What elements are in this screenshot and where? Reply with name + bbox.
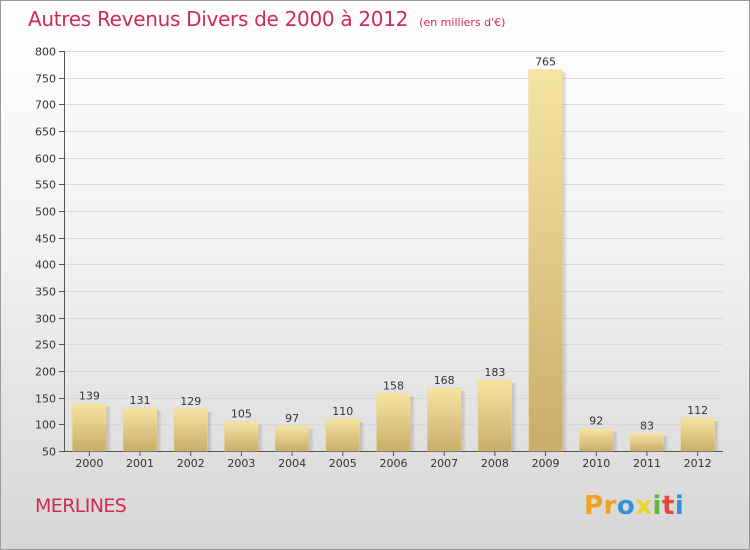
x-tick-label-2004: 2004	[278, 457, 306, 470]
y-tick-label: 250	[35, 339, 56, 352]
x-tick-label-2011: 2011	[633, 457, 661, 470]
logo-letter: i	[674, 491, 685, 521]
bar-shadow	[714, 420, 720, 451]
proxiti-logo: Proxiti	[584, 491, 684, 521]
bar-shadow	[207, 411, 213, 451]
chart-subtitle: (en milliers d'€)	[419, 16, 506, 29]
data-label-2002: 129	[180, 395, 201, 408]
bar-shadow	[663, 436, 669, 451]
y-tick-label: 750	[35, 73, 56, 86]
bar-2004	[274, 425, 310, 452]
data-label-2011: 83	[640, 419, 654, 432]
y-tick-label: 450	[35, 233, 56, 246]
bar-2005	[325, 418, 361, 452]
bar-2003	[224, 421, 259, 452]
x-tick-label-2002: 2002	[177, 457, 205, 470]
bar-shadow	[359, 422, 365, 451]
x-tick-label-2012: 2012	[684, 457, 712, 470]
bar-shadow	[106, 406, 112, 451]
data-label-2008: 183	[484, 366, 505, 379]
data-label-2003: 105	[231, 408, 252, 421]
x-tick-label-2000: 2000	[75, 457, 103, 470]
y-tick-label: 350	[35, 286, 56, 299]
x-tick-label-2009: 2009	[532, 457, 560, 470]
y-tick-label: 150	[35, 393, 56, 406]
data-label-2009: 765	[535, 56, 556, 69]
bar-2010	[579, 428, 614, 452]
bar-2001	[122, 407, 158, 452]
bar-2007	[426, 387, 462, 452]
logo-letter: t	[661, 491, 675, 521]
data-label-2004: 97	[285, 412, 299, 425]
y-tick-label: 800	[35, 46, 56, 59]
logo-letter: r	[603, 491, 617, 521]
x-tick-label-2001: 2001	[126, 457, 154, 470]
bar-2008	[477, 379, 513, 452]
logo-letter: i	[652, 491, 662, 521]
y-tick-label: 550	[35, 179, 56, 192]
data-label-2010: 92	[589, 415, 603, 428]
data-label-2001: 131	[130, 394, 151, 407]
y-tick-label: 500	[35, 206, 56, 219]
x-tick-label-2006: 2006	[380, 457, 408, 470]
bar-2000	[72, 403, 107, 452]
bar-2009	[528, 69, 563, 452]
data-label-2006: 158	[383, 379, 404, 392]
y-tick-label: 50	[42, 446, 56, 459]
y-tick-label: 300	[35, 313, 56, 326]
y-tick-label: 100	[35, 419, 56, 432]
y-tick-label: 600	[35, 153, 56, 166]
bar-shadow	[511, 383, 517, 451]
y-tick-label: 200	[35, 366, 56, 379]
y-tick-label: 700	[35, 99, 56, 112]
x-tick-label-2003: 2003	[227, 457, 255, 470]
logo-letter: o	[616, 491, 636, 521]
data-label-2000: 139	[79, 390, 100, 403]
logo-letter: P	[584, 491, 604, 521]
y-tick-label: 650	[35, 126, 56, 139]
x-tick-label-2010: 2010	[582, 457, 610, 470]
bar-shadow	[613, 431, 619, 451]
data-label-2012: 112	[687, 404, 708, 417]
bar-2006	[376, 393, 411, 452]
x-tick-label-2008: 2008	[481, 457, 509, 470]
bar-2011	[629, 433, 665, 452]
bar-shadow	[461, 391, 467, 451]
bar-shadow	[258, 424, 264, 451]
bar-shadow	[562, 72, 568, 452]
x-tick-label-2007: 2007	[430, 457, 458, 470]
logo-letter: x	[635, 491, 653, 521]
bar-shadow	[157, 410, 163, 451]
chart-header: Autres Revenus Divers de 2000 à 2012 (en…	[28, 7, 505, 31]
x-tick-label-2005: 2005	[329, 457, 357, 470]
bar-shadow	[309, 428, 315, 451]
town-name: MERLINES	[35, 495, 127, 517]
data-label-2007: 168	[434, 374, 455, 387]
bar-2012	[680, 417, 715, 452]
chart-title: Autres Revenus Divers de 2000 à 2012	[28, 7, 409, 31]
bar-2002	[173, 408, 208, 452]
data-label-2005: 110	[332, 405, 353, 418]
bar-shadow	[410, 396, 416, 451]
y-tick-label: 400	[35, 259, 56, 272]
